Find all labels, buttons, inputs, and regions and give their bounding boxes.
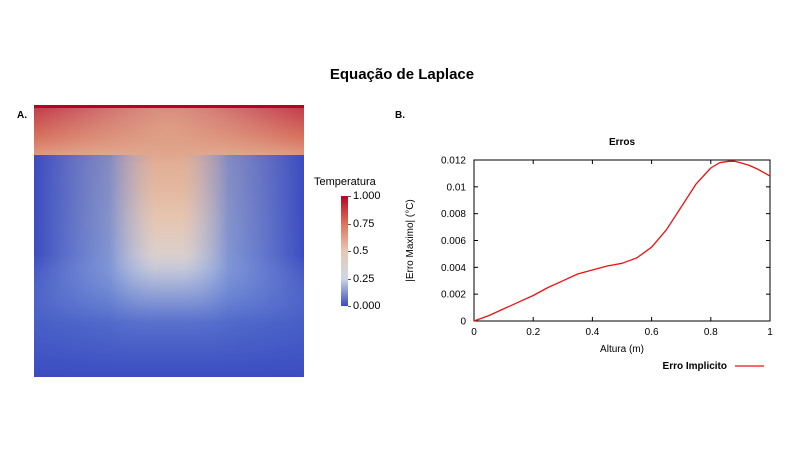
error-line-chart: Erros 0 0.002 0.004 0.006 0.008 0.01 0.012 0 0.2 0…: [405, 137, 773, 372]
colorbar-title: Temperatura: [314, 176, 376, 188]
x-tick-label: 0.2: [526, 327, 540, 338]
panel-a-label: A.: [17, 110, 27, 121]
colorbar-tick-label: 0.75: [353, 217, 375, 230]
colorbar-tick: [348, 278, 351, 280]
colorbar-tick: [348, 223, 351, 225]
y-tick-label: 0.002: [441, 290, 466, 301]
x-tick-label: 0: [471, 327, 477, 338]
colorbar: [341, 196, 348, 306]
colorbar-tick-label: 0.25: [353, 272, 375, 285]
colorbar-tick: [348, 251, 351, 252]
y-tick-label: 0.004: [441, 263, 466, 274]
page-title: Equação de Laplace: [329, 66, 475, 83]
y-tick-label: 0: [460, 317, 466, 328]
y-tick-label: 0.01: [447, 182, 467, 193]
y-tick-label: 0.006: [441, 236, 466, 247]
colorbar-tick-label: 1.000: [353, 190, 381, 202]
series-line-erro-implicito: [473, 160, 771, 322]
panel-b-label: B.: [395, 110, 405, 121]
colorbar-tick-label: 0.5: [353, 245, 369, 257]
legend-label: Erro Implicito: [663, 361, 727, 372]
x-axis-label: Altura (m): [600, 344, 644, 355]
plot-frame: [473, 159, 771, 322]
x-tick-label: 1: [767, 327, 773, 338]
x-tick-label: 0.8: [704, 327, 718, 338]
x-tick-label: 0.6: [645, 327, 659, 338]
colorbar-tick-label: 0.000: [353, 300, 381, 312]
chart-title: Erros: [609, 137, 636, 148]
colorbar-tick: [348, 196, 351, 197]
y-axis-label: |Erro Maximo| (°C): [405, 199, 416, 282]
y-tick-label: 0.012: [441, 156, 466, 167]
temperature-heatmap: [34, 105, 304, 377]
y-tick-label: 0.008: [441, 209, 466, 220]
x-tick-label: 0.4: [585, 327, 599, 338]
colorbar-tick: [348, 306, 351, 307]
